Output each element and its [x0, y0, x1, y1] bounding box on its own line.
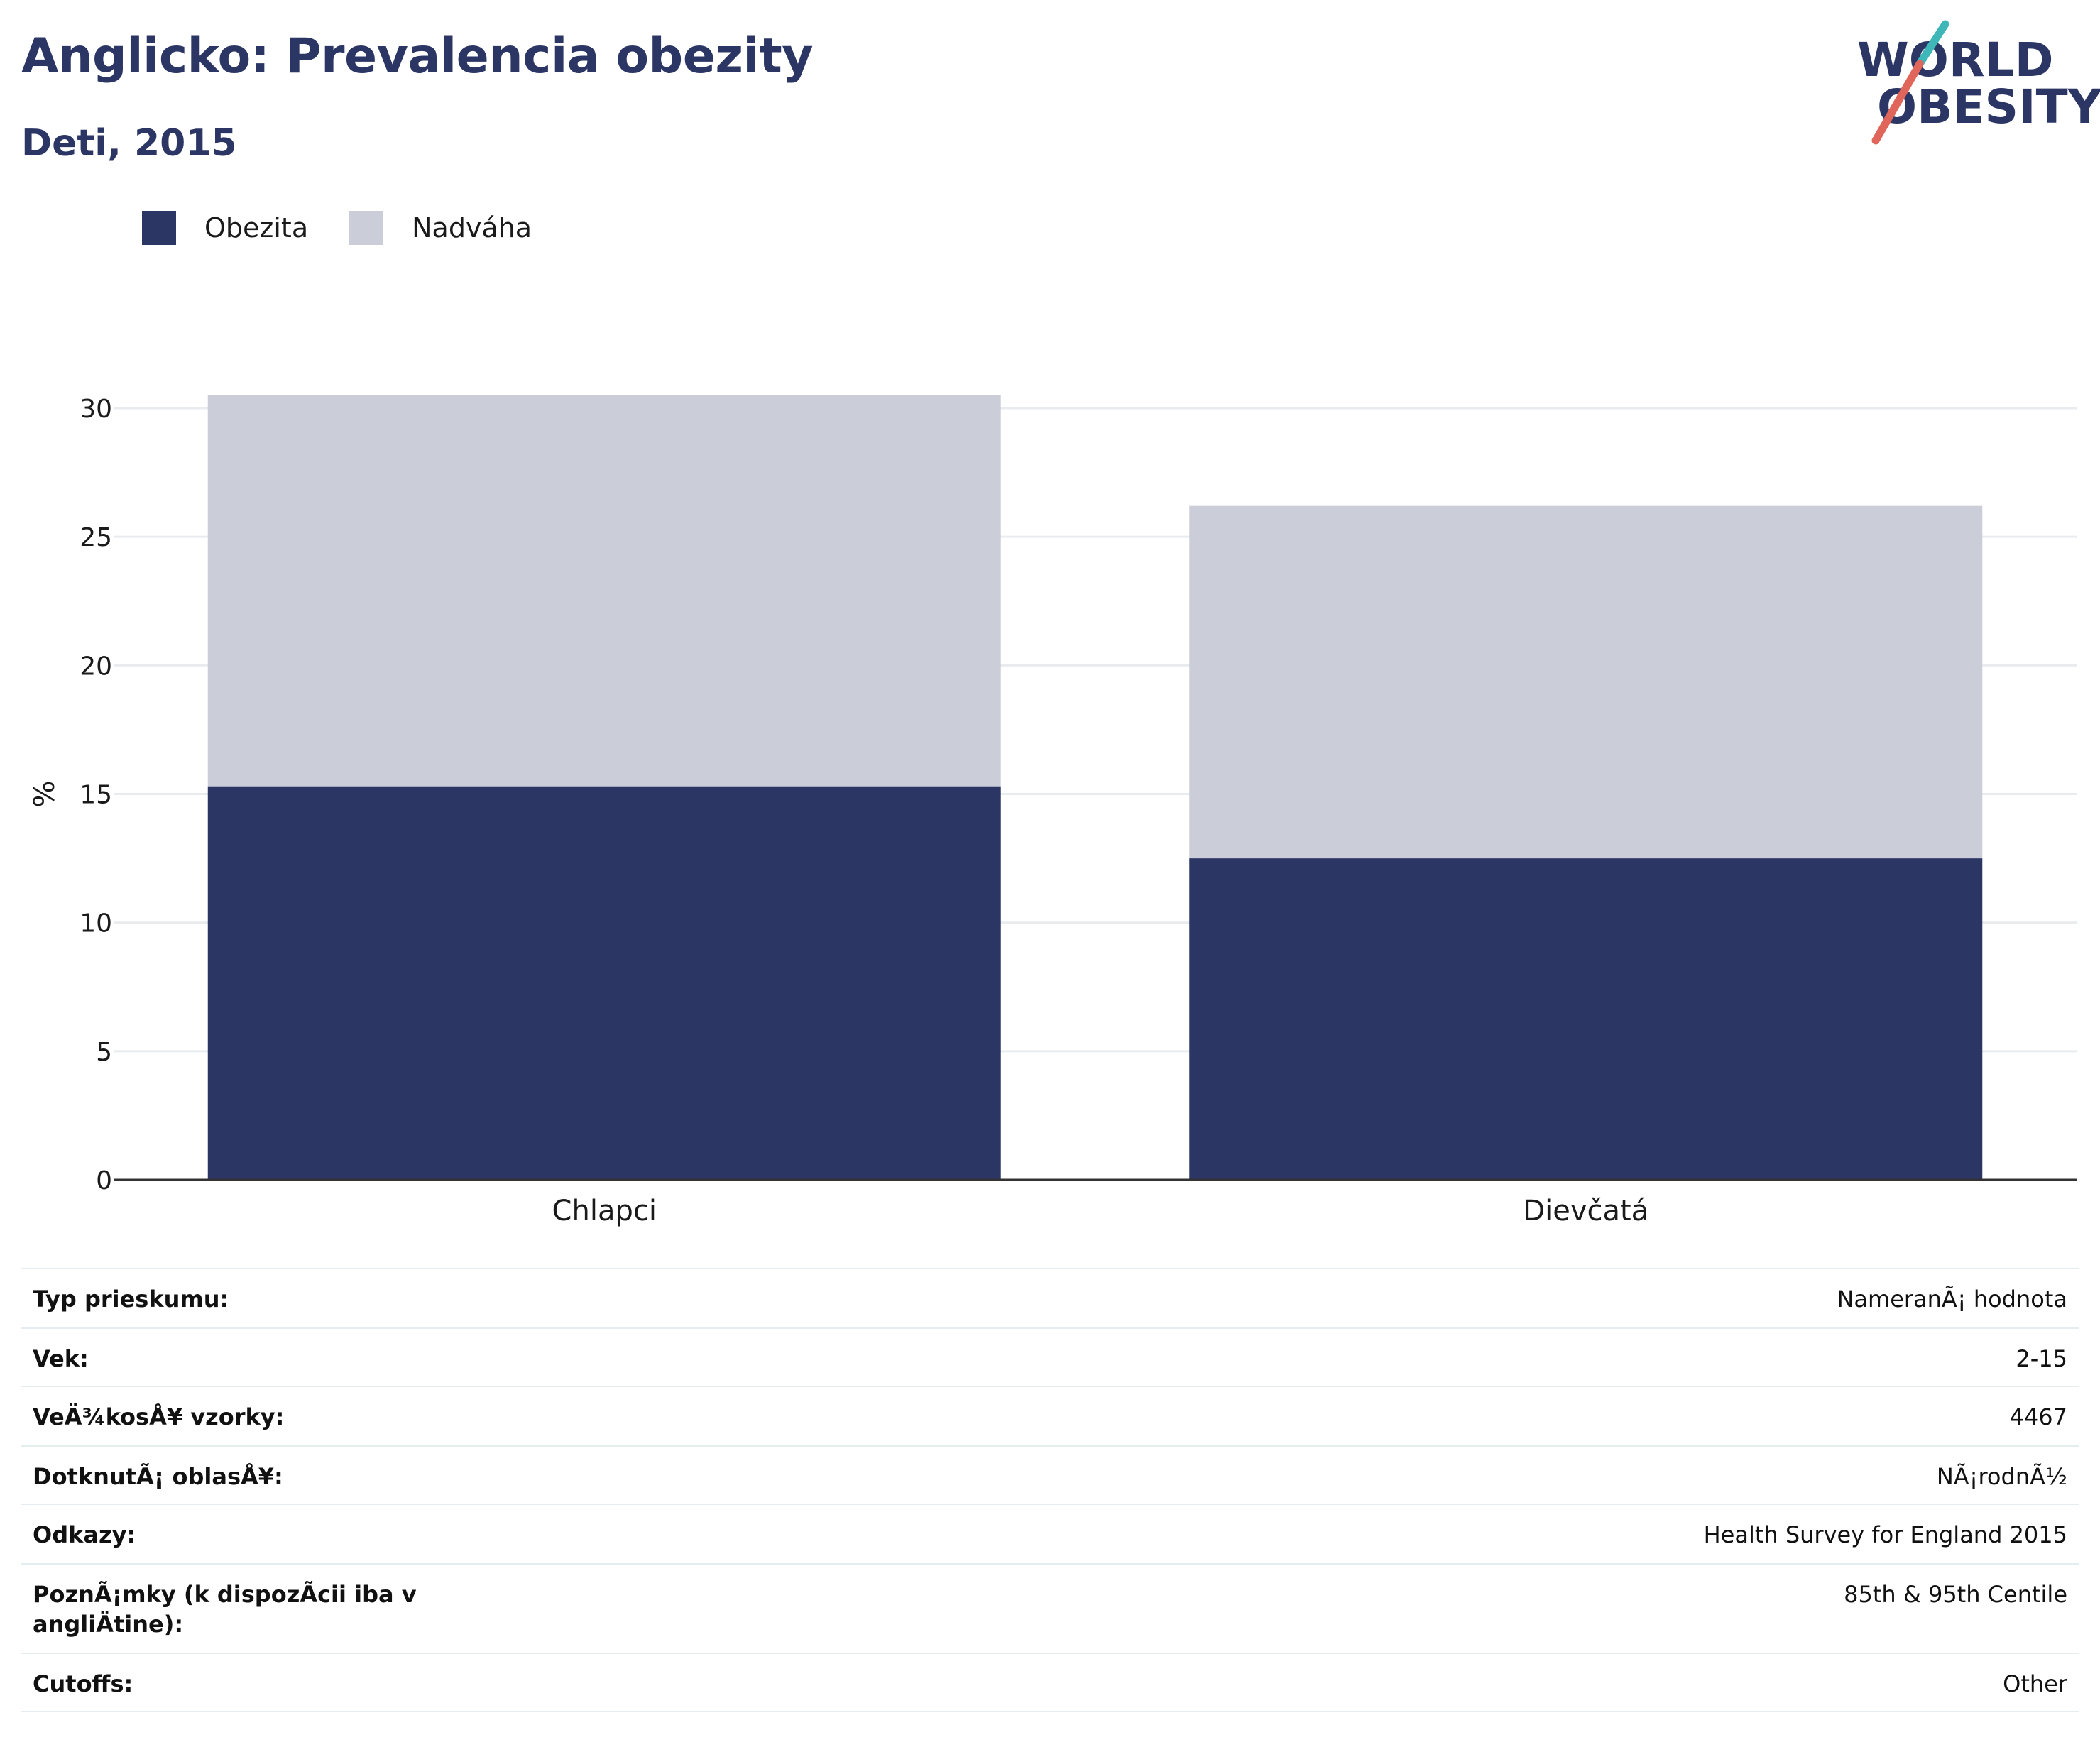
info-value: 85th & 95th Centile	[1844, 1581, 2067, 1608]
info-key: Cutoffs:	[33, 1670, 133, 1697]
info-value: NÃ¡rodnÃ½	[1936, 1463, 2067, 1490]
world-obesity-logo: WORLD OBESITY	[1846, 20, 2100, 155]
bar-nadvaha-0	[207, 395, 1001, 787]
info-key: Odkazy:	[33, 1521, 136, 1548]
legend-swatch-obezita	[142, 211, 176, 245]
chart-legend: Obezita Nadváha	[142, 211, 573, 245]
info-row: DotknutÃ¡ oblasÅ¥: NÃ¡rodnÃ½	[21, 1445, 2079, 1504]
y-tick-label: 25	[80, 523, 112, 552]
logo-word-world: WORLD	[1857, 33, 2054, 87]
info-value: Other	[2003, 1670, 2067, 1697]
info-value: Health Survey for England 2015	[1703, 1521, 2067, 1548]
logo-word-obesity: OBESITY	[1877, 80, 2100, 134]
legend-label-nadvaha: Nadváha	[412, 212, 532, 243]
chart-title: Anglicko: Prevalencia obezity	[21, 28, 814, 84]
legend-swatch-nadvaha	[349, 211, 384, 245]
legend-item-obezita[interactable]: Obezita	[142, 211, 308, 245]
y-tick-label: 15	[80, 781, 112, 810]
info-row: VeÄ¾kosÅ¥ vzorky: 4467	[21, 1386, 2079, 1445]
info-key: Vek:	[33, 1345, 89, 1372]
bar-obezita-0	[207, 786, 1001, 1180]
survey-info-table: Typ prieskumu: NameranÃ¡ hodnota Vek: 2-15 V…	[21, 1268, 2079, 1712]
info-row: Odkazy: Health Survey for England 2015	[21, 1504, 2079, 1563]
info-value: 4467	[2009, 1403, 2067, 1430]
x-category-label: Dievčatá	[1523, 1195, 1648, 1227]
logo-slash-icon	[1871, 20, 1949, 145]
info-row: Cutoffs: Other	[21, 1653, 2079, 1712]
info-row: PoznÃ¡mky (k dispozÃ­cii iba v angliÄtin…	[21, 1563, 2079, 1653]
legend-item-nadvaha[interactable]: Nadváha	[349, 211, 532, 245]
info-key: PoznÃ¡mky (k dispozÃ­cii iba v angliÄtin…	[33, 1581, 417, 1638]
info-key: DotknutÃ¡ oblasÅ¥:	[33, 1463, 283, 1490]
info-row: Vek: 2-15	[21, 1327, 2079, 1386]
info-value: 2-15	[2016, 1345, 2067, 1372]
bar-obezita-1	[1189, 858, 1983, 1180]
info-row: Typ prieskumu: NameranÃ¡ hodnota	[21, 1268, 2079, 1327]
y-axis-label: %	[28, 780, 61, 807]
y-tick-label: 20	[80, 652, 112, 681]
bar-nadvaha-1	[1189, 505, 1983, 859]
legend-label-obezita: Obezita	[204, 212, 309, 243]
y-tick-label: 10	[80, 909, 112, 938]
info-key: Typ prieskumu:	[33, 1286, 229, 1313]
chart-subtitle: Deti, 2015	[21, 122, 237, 165]
y-tick-label: 30	[80, 395, 112, 424]
x-category-label: Chlapci	[552, 1195, 657, 1227]
info-key: VeÄ¾kosÅ¥ vzorky:	[33, 1403, 285, 1430]
info-value: NameranÃ¡ hodnota	[1837, 1286, 2067, 1313]
y-tick-label: 5	[96, 1038, 112, 1067]
bar-chart: 0 5 10 15 20 25 30 Chlapci Dievčatá%	[28, 395, 2077, 1227]
y-tick-label: 0	[96, 1166, 112, 1195]
